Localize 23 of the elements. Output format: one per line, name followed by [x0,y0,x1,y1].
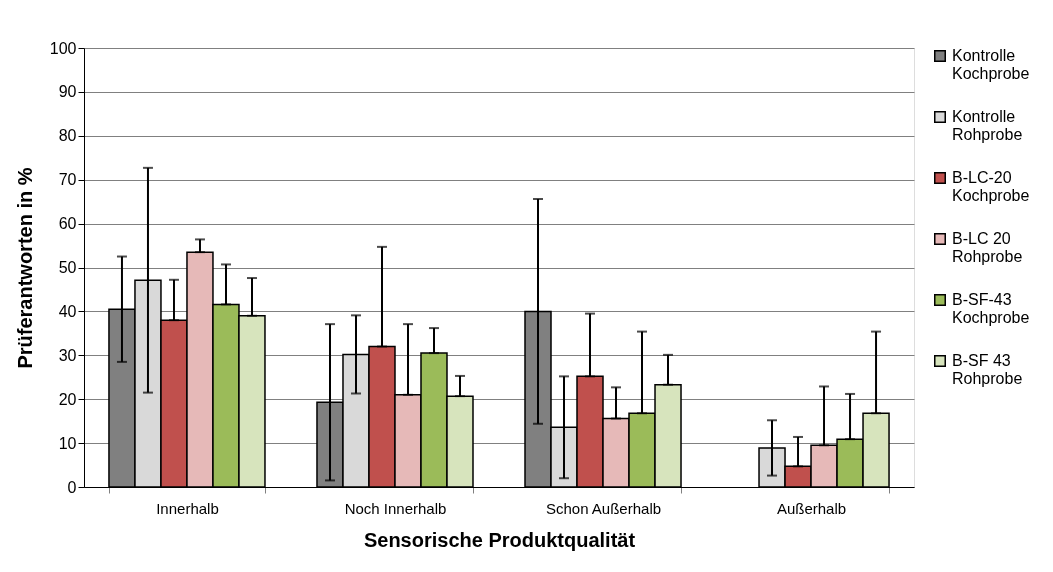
y-tick-label: 20 [58,390,77,408]
legend-label: Kontrolle Kochprobe [952,47,1030,82]
y-tick-label: 90 [58,83,77,101]
legend-label: B-LC 20 Rohprobe [952,230,1023,265]
y-tick-label: 10 [58,434,77,452]
x-tick-label: Innerhalb [156,499,219,517]
y-axis-title: Prüferantworten in % [13,167,36,369]
y-tick-label: 100 [49,39,77,57]
x-axis-title: Sensorische Produktqualität [363,528,636,551]
y-tick-label: 0 [67,478,77,496]
y-tick-label: 70 [58,171,77,189]
y-tick-label: 60 [58,215,77,233]
legend-label: B-SF 43 Rohprobe [952,352,1023,387]
legend-label: B-SF-43 Kochprobe [952,291,1030,326]
x-tick-label: Außerhalb [776,499,847,517]
y-tick-label: 40 [58,302,77,320]
x-tick-label: Schon Außerhalb [545,499,662,517]
y-tick-label: 50 [58,259,77,276]
x-tick-label: Noch Innerhalb [344,499,447,517]
y-tick-label: 80 [58,127,77,145]
legend-label: Kontrolle Rohprobe [952,108,1023,143]
legend-label: B-LC-20 Kochprobe [952,169,1030,204]
y-tick-label: 30 [58,346,77,364]
